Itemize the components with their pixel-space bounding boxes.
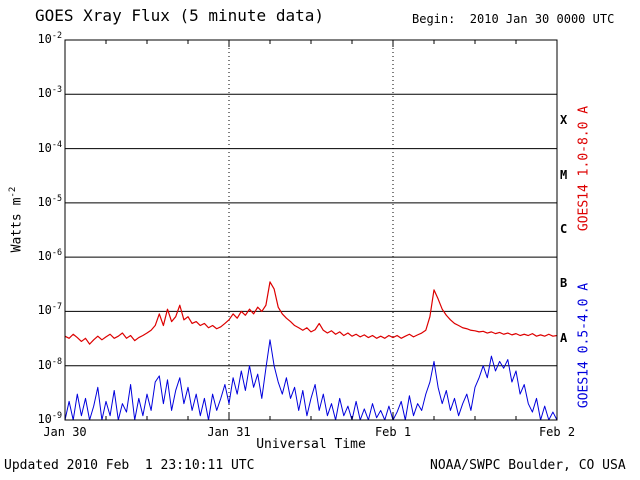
chart-title: GOES Xray Flux (5 minute data)	[35, 6, 324, 25]
y-tick-label: 10-9	[37, 410, 62, 426]
x-tick-label: Feb 1	[374, 425, 412, 439]
flare-class-letter-m: M	[560, 167, 568, 182]
x-tick-label: Jan 30	[43, 425, 87, 439]
flare-class-letter-b: B	[560, 276, 568, 291]
y-tick-label: 10-2	[37, 30, 62, 46]
y-tick-label: 10-4	[37, 138, 62, 155]
y-tick-label: 10-7	[37, 301, 62, 318]
y-axis-title: Watts m-2	[8, 160, 25, 280]
updated-timestamp: Updated 2010 Feb 1 23:10:11 UTC	[4, 458, 255, 473]
series-label-short-wavelength: GOES14 0.5-4.0 A	[576, 282, 592, 409]
y-tick-label: 10-6	[37, 247, 62, 264]
begin-timestamp: Begin: 2010 Jan 30 0000 UTC	[412, 12, 615, 26]
y-tick-label: 10-3	[37, 84, 62, 101]
credit-text: NOAA/SWPC Boulder, CO USA	[430, 458, 626, 473]
y-axis-title-text: Watts m	[9, 197, 25, 253]
series-label-long-wavelength: GOES14 1.0-8.0 A	[576, 105, 592, 232]
y-axis-title-exponent: -2	[8, 186, 19, 198]
flare-class-letter-x: X	[560, 113, 568, 128]
flare-class-letter-a: A	[560, 330, 568, 345]
x-axis-title: Universal Time	[256, 437, 366, 452]
y-tick-label: 10-8	[37, 355, 62, 372]
y-tick-label: 10-5	[37, 192, 62, 209]
flare-class-letter-c: C	[560, 222, 568, 236]
x-tick-label: Feb 2	[538, 425, 576, 439]
x-tick-label: Jan 31	[207, 425, 251, 439]
